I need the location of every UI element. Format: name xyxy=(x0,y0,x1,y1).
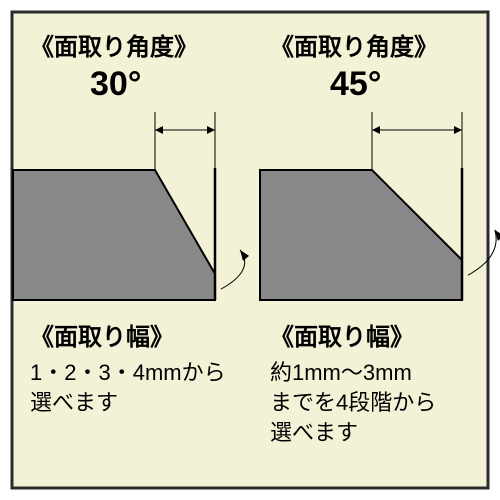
left-body-2: 選べます xyxy=(30,390,118,415)
left-body-1: 1・2・3・4mmから xyxy=(30,360,226,385)
left-heading-width: 《面取り幅》 xyxy=(30,324,174,351)
diagram-svg: 《面取り角度》 30° 《面取り幅》 1・2・3・4mmから 選べます 《面取り… xyxy=(0,0,500,500)
left-angle-value: 30° xyxy=(90,65,141,103)
right-heading-width: 《面取り幅》 xyxy=(270,324,414,351)
right-heading-angle: 《面取り角度》 xyxy=(270,33,438,61)
right-angle-value: 45° xyxy=(330,65,381,103)
left-heading-angle: 《面取り角度》 xyxy=(30,33,198,61)
right-body-3: 選べます xyxy=(270,420,358,445)
infographic-frame: 《面取り角度》 30° 《面取り幅》 1・2・3・4mmから 選べます 《面取り… xyxy=(0,0,500,500)
right-body-2: までを4段階から xyxy=(270,390,436,415)
right-body-1: 約1mm～3mm xyxy=(270,360,412,385)
